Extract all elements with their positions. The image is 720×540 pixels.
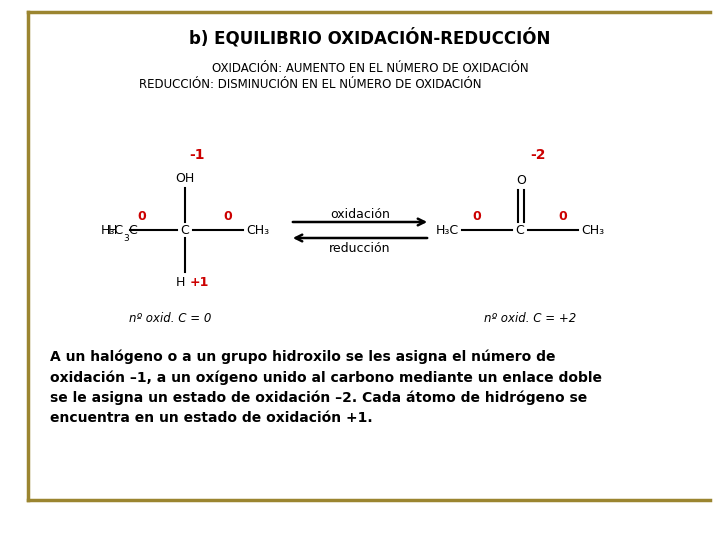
Text: O: O xyxy=(516,173,526,186)
Text: oxidación: oxidación xyxy=(330,207,390,220)
Text: C—: C— xyxy=(128,224,149,237)
Text: H: H xyxy=(175,275,185,288)
Text: H₃C: H₃C xyxy=(100,224,124,237)
Text: REDUCCIÓN: DISMINUCIÓN EN EL NÚMERO DE OXIDACIÓN: REDUCCIÓN: DISMINUCIÓN EN EL NÚMERO DE O… xyxy=(139,78,481,91)
Text: A un halógeno o a un grupo hidroxilo se les asigna el número de
oxidación –1, a : A un halógeno o a un grupo hidroxilo se … xyxy=(50,350,602,424)
Text: C: C xyxy=(516,224,524,237)
Text: CH₃: CH₃ xyxy=(246,224,269,237)
Text: +1: +1 xyxy=(189,275,209,288)
Text: -2: -2 xyxy=(530,148,546,162)
Text: OH: OH xyxy=(176,172,194,185)
Text: H: H xyxy=(107,224,117,237)
Text: OXIDACIÓN: AUMENTO EN EL NÚMERO DE OXIDACIÓN: OXIDACIÓN: AUMENTO EN EL NÚMERO DE OXIDA… xyxy=(212,62,528,75)
Text: nº oxid. C = +2: nº oxid. C = +2 xyxy=(484,312,576,325)
Text: C: C xyxy=(181,224,189,237)
Text: 3: 3 xyxy=(123,234,129,243)
Text: 0: 0 xyxy=(138,211,146,224)
Text: reducción: reducción xyxy=(329,241,391,254)
Text: 0: 0 xyxy=(559,211,567,224)
Text: nº oxid. C = 0: nº oxid. C = 0 xyxy=(129,312,211,325)
Text: 0: 0 xyxy=(472,211,482,224)
Text: -1: -1 xyxy=(189,148,204,162)
Text: 0: 0 xyxy=(224,211,233,224)
Text: CH₃: CH₃ xyxy=(582,224,605,237)
Text: b) EQUILIBRIO OXIDACIÓN-REDUCCIÓN: b) EQUILIBRIO OXIDACIÓN-REDUCCIÓN xyxy=(189,28,551,48)
Text: H₃C: H₃C xyxy=(436,224,459,237)
